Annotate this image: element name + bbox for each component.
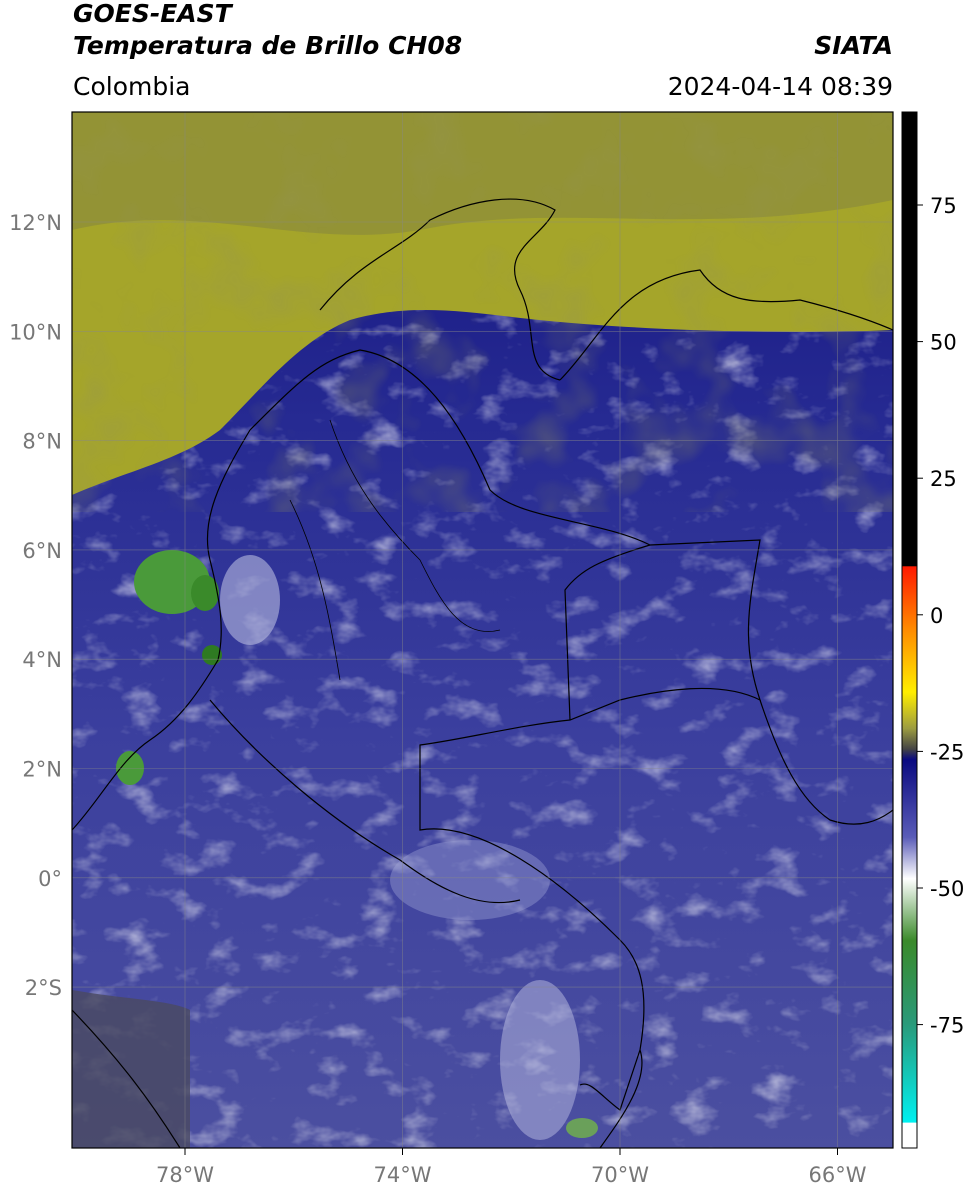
lat-tick-label: 4°N (22, 648, 62, 672)
lat-tick-label: 10°N (9, 320, 62, 344)
lat-tick-label: 12°N (9, 211, 62, 235)
lat-tick-label: 2°S (25, 976, 62, 1000)
colorbar-tick-label: 25 (930, 467, 957, 491)
lat-tick-label: 2°N (22, 758, 62, 782)
lat-tick-label: 6°N (22, 539, 62, 563)
colorbar-tick-label: -25 (930, 740, 964, 764)
lat-tick-label: 8°N (22, 430, 62, 454)
region: Colombia (73, 72, 190, 101)
lon-tick-label: 70°W (591, 1163, 649, 1187)
satellite-image (72, 112, 893, 1148)
map-frame (71, 111, 894, 1149)
lon-tick-label: 74°W (374, 1163, 432, 1187)
colorbar-tick-label: 0 (930, 604, 943, 628)
colorbar-tick-label: -50 (930, 877, 964, 901)
colorbar-tick-label: -75 (930, 1014, 964, 1038)
colorbar-tick-label: 75 (930, 194, 957, 218)
source: SIATA (814, 31, 893, 60)
timestamp: 2024-04-14 08:39 (668, 72, 893, 101)
lat-tick-label: 0° (38, 867, 62, 891)
title: GOES-EAST (73, 0, 234, 28)
colorbar-tick-label: 50 (930, 331, 957, 355)
title: Temperatura de Brillo CH08 (73, 31, 462, 60)
colorbar (901, 111, 918, 1149)
lon-tick-label: 66°W (809, 1163, 867, 1187)
lon-tick-label: 78°W (156, 1163, 214, 1187)
